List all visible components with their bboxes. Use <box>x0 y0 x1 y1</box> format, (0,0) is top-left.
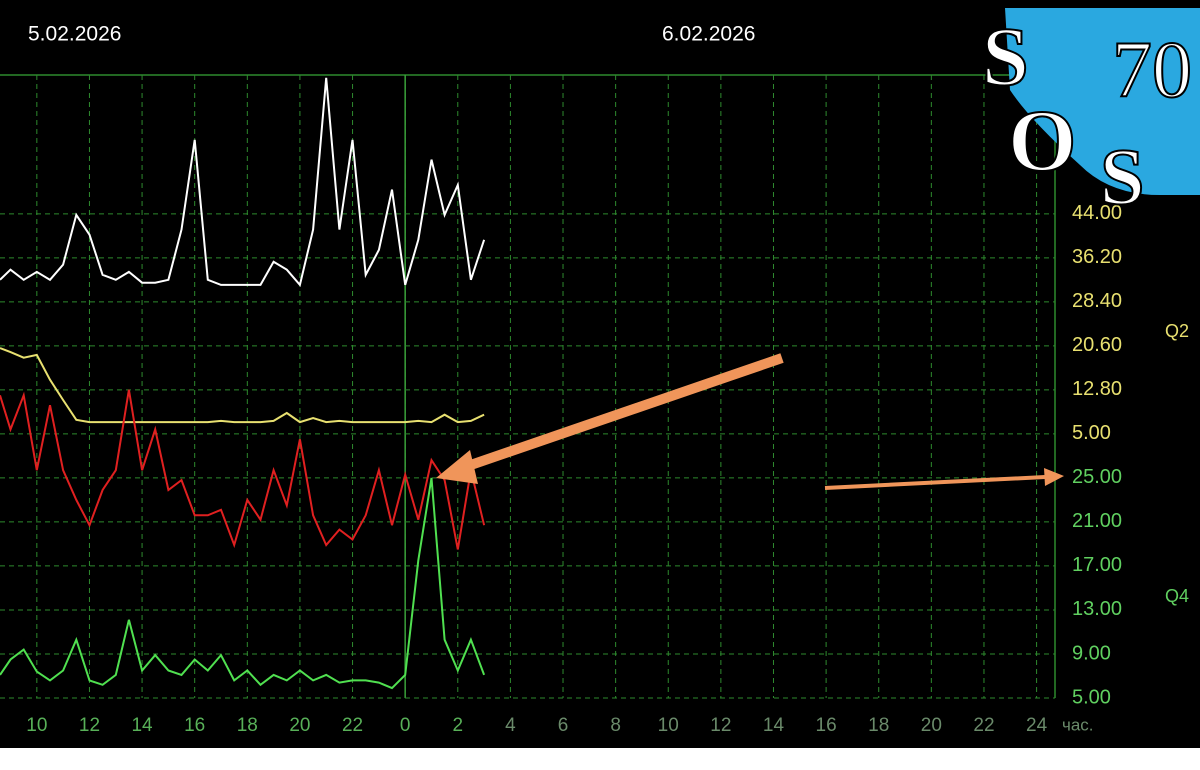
y-tick-label: 13.00 <box>1072 598 1122 620</box>
logo-letter: O <box>1008 93 1076 190</box>
arrowhead <box>436 450 478 484</box>
x-tick-label: 12 <box>79 715 100 736</box>
x-tick-label: 2 <box>452 715 463 736</box>
series-line <box>0 389 486 550</box>
arrows <box>436 353 1064 490</box>
date-label: 5.02.2026 <box>28 23 121 46</box>
y-tick-label: 12.80 <box>1072 378 1122 400</box>
series-line <box>0 77 486 288</box>
x-tick-label: 12 <box>710 715 731 736</box>
logo-number: 70 <box>1112 26 1192 114</box>
y-tick-label: 25.00 <box>1072 466 1122 488</box>
y-tick-label: 5.00 <box>1072 686 1111 708</box>
y-tick-label: 20.60 <box>1072 334 1122 356</box>
y-tick-label: 9.00 <box>1072 642 1111 664</box>
x-unit-label: час. <box>1062 715 1094 734</box>
x-tick-label: 22 <box>973 715 994 736</box>
background <box>0 0 1200 748</box>
x-tick-label: 10 <box>658 715 679 736</box>
logo-letter: S <box>982 10 1029 103</box>
x-tick-label: 18 <box>868 715 889 736</box>
y-tick-label: 17.00 <box>1072 554 1122 576</box>
x-tick-label: 20 <box>289 715 310 736</box>
axis-label: Q4 <box>1165 586 1189 606</box>
x-tick-label: 24 <box>1026 715 1048 736</box>
date-label: 6.02.2026 <box>662 23 755 46</box>
x-tick-label: 20 <box>921 715 942 736</box>
x-tick-label: 18 <box>237 715 258 736</box>
x-tick-label: 16 <box>184 715 205 736</box>
y-tick-label: 5.00 <box>1072 422 1111 444</box>
logo: S 70 O S <box>981 8 1200 222</box>
y-tick-label: 28.40 <box>1072 290 1122 312</box>
x-tick-label: 8 <box>610 715 621 736</box>
x-tick-label: 16 <box>816 715 837 736</box>
series-line <box>0 477 486 690</box>
x-tick-label: 14 <box>763 715 785 736</box>
x-tick-label: 22 <box>342 715 363 736</box>
series-line <box>0 347 485 424</box>
arrowhead <box>1044 468 1064 486</box>
x-tick-label: 6 <box>558 715 569 736</box>
y-tick-label: 36.20 <box>1072 246 1122 268</box>
x-tick-label: 4 <box>505 715 516 736</box>
axis-label: Q2 <box>1165 321 1189 341</box>
logo-shape <box>1005 8 1200 195</box>
y-tick-label: 21.00 <box>1072 510 1122 532</box>
arrow <box>824 475 1046 490</box>
logo-letter: S <box>1100 133 1145 221</box>
plot-area: 10 12 14 16 18 20 22 0 2 4 6 8 10 12 14 16 18 20 22 24 час.5… <box>0 74 1189 736</box>
x-tick-label: 14 <box>131 715 153 736</box>
x-tick-label: 10 <box>26 715 47 736</box>
y-tick-label: 44.00 <box>1072 202 1122 224</box>
x-tick-label: 0 <box>400 715 411 736</box>
arrow <box>460 353 784 473</box>
